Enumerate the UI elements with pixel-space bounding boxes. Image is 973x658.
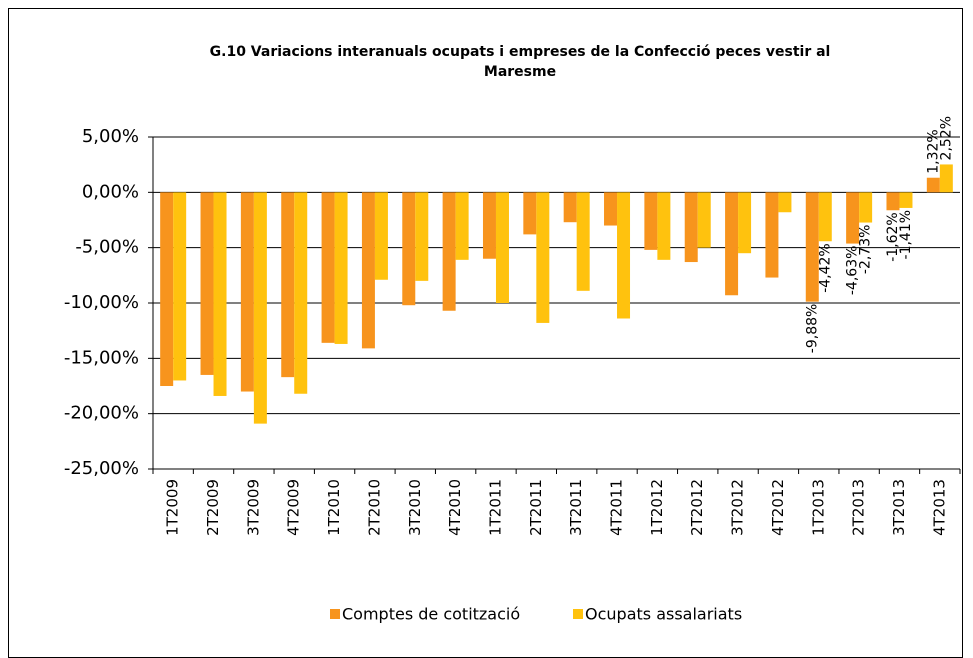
bar (765, 192, 779, 278)
bar (738, 192, 752, 254)
x-tick-label: 3T2011 (567, 479, 585, 536)
bar (536, 192, 550, 323)
x-tick-label: 4T2012 (769, 479, 787, 536)
bar (482, 192, 496, 259)
legend-label: Comptes de cotització (342, 605, 520, 624)
bar (926, 177, 940, 193)
x-tick-label: 3T2009 (244, 479, 262, 536)
data-label: -4,63% (845, 246, 861, 296)
data-label: -1,41% (898, 210, 914, 260)
bar (818, 192, 832, 242)
legend-label: Ocupats assalariats (585, 605, 742, 624)
data-label: 2,52% (938, 116, 954, 160)
bar (442, 192, 456, 311)
x-tick-label: 1T2010 (325, 479, 343, 536)
y-tick-label: 5,00% (82, 126, 139, 147)
bar (846, 192, 860, 244)
bar (374, 192, 388, 280)
bar (455, 192, 469, 260)
y-tick-label: -5,00% (75, 237, 139, 258)
x-tick-label: 3T2012 (729, 479, 747, 536)
bar (495, 192, 509, 303)
bar (805, 192, 819, 302)
legend-swatch (573, 609, 583, 619)
data-label: -9,88% (804, 304, 820, 354)
x-tick-label: 3T2013 (890, 479, 908, 536)
legend-swatch (330, 609, 340, 619)
chart-title: G.10 Variacions interanuals ocupats i em… (209, 44, 831, 80)
bar (576, 192, 590, 291)
bar (173, 192, 187, 381)
x-tick-label: 4T2011 (608, 479, 626, 536)
bar (294, 192, 308, 394)
bar (697, 192, 711, 248)
x-tick-label: 1T2012 (648, 479, 666, 536)
bar (253, 192, 267, 424)
x-tick-label: 2T2009 (204, 479, 222, 536)
y-tick-label: 0,00% (82, 181, 139, 202)
x-tick-label: 1T2009 (164, 479, 182, 536)
bar (415, 192, 429, 281)
x-tick-label: 3T2010 (406, 479, 424, 536)
bar (321, 192, 335, 343)
x-tick-label: 2T2013 (850, 479, 868, 536)
bar (604, 192, 618, 226)
x-tick-label: 4T2009 (285, 479, 303, 536)
y-tick-label: -25,00% (64, 458, 139, 479)
bar (778, 192, 792, 213)
bar (334, 192, 348, 344)
bar (657, 192, 671, 260)
bar (200, 192, 214, 375)
data-label: -4,42% (817, 243, 833, 293)
x-tick-label: 2T2012 (688, 479, 706, 536)
bar (684, 192, 698, 263)
bar (361, 192, 375, 349)
y-tick-label: -15,00% (64, 347, 139, 368)
bar (240, 192, 254, 392)
data-label: -1,62% (885, 212, 901, 262)
bar (523, 192, 537, 235)
x-tick-label: 2T2010 (365, 479, 383, 536)
x-tick-label: 2T2011 (527, 479, 545, 536)
bar (644, 192, 658, 250)
bar (563, 192, 577, 223)
x-tick-label: 1T2011 (486, 479, 504, 536)
x-tick-label: 4T2010 (446, 479, 464, 536)
x-tick-label: 4T2013 (930, 479, 948, 536)
bar (617, 192, 631, 319)
data-label: -2,73% (858, 225, 874, 275)
bar (281, 192, 295, 378)
data-label: 1,32% (925, 129, 941, 173)
bar (886, 192, 900, 211)
y-tick-label: -20,00% (64, 403, 139, 424)
bar (402, 192, 416, 306)
bar (213, 192, 227, 396)
bar (859, 192, 873, 223)
y-tick-label: -10,00% (64, 292, 139, 313)
bar (160, 192, 174, 386)
bar (899, 192, 913, 208)
x-tick-label: 1T2013 (809, 479, 827, 536)
bar (939, 164, 953, 193)
bar (725, 192, 739, 296)
